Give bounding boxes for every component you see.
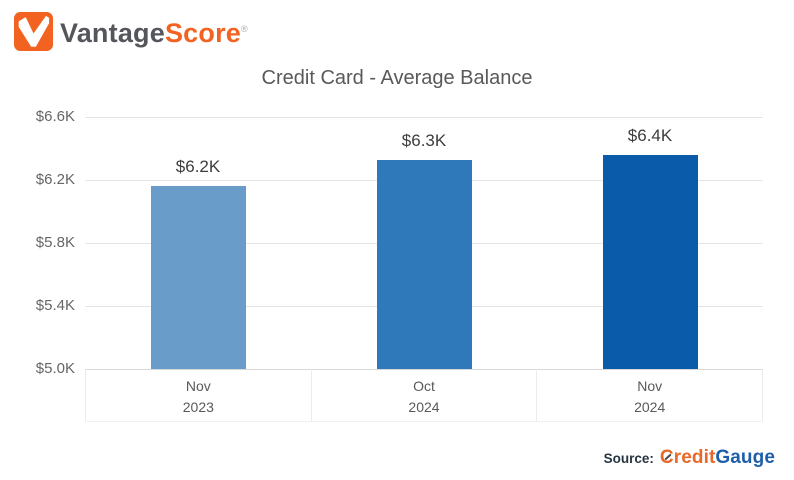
creditgauge-word-credit: Credit	[659, 447, 716, 468]
chart-title: Credit Card - Average Balance	[261, 67, 533, 89]
y-tick-label: $6.6K	[35, 108, 75, 125]
y-axis: $5.0K $5.4K $5.8K $6.2K $6.6K	[0, 108, 75, 377]
registered-trademark-symbol: ®	[241, 24, 248, 34]
source-attribution: Source: Credit Gauge	[604, 447, 775, 469]
bar-value-label-oct-2024: $6.3K	[401, 130, 447, 150]
vantagescore-check-icon	[14, 12, 53, 51]
bar-nov-2024	[602, 154, 698, 369]
vantagescore-logo: VantageScore®	[14, 10, 248, 53]
gridline-5.0	[85, 369, 763, 370]
bar-value-label-nov-2024: $6.4K	[627, 125, 673, 145]
creditgauge-word-gauge: Gauge	[715, 447, 775, 468]
bar-oct-2024	[376, 159, 472, 369]
y-tick-label: $5.8K	[35, 234, 75, 251]
x-category-month: Nov	[637, 377, 663, 394]
y-tick-label: $6.2K	[35, 171, 75, 188]
logo-word-score: Score	[164, 18, 241, 48]
x-category-month: Oct	[413, 377, 435, 394]
y-tick-label: $5.0K	[35, 360, 75, 377]
x-category-month: Nov	[185, 377, 211, 394]
x-category-year: 2024	[634, 398, 666, 415]
bar-value-label-nov-2023: $6.2K	[175, 157, 221, 177]
vantagescore-logo-text: VantageScore®	[60, 10, 248, 53]
chart-plot-area: $6.2K $6.3K $6.4K	[85, 117, 763, 370]
logo-word-vantage: Vantage	[60, 18, 165, 48]
gridline-6.6	[85, 117, 763, 118]
creditgauge-logo: Credit Gauge	[660, 447, 775, 469]
bar-nov-2023	[150, 186, 246, 369]
x-axis: Nov 2023 Oct 2024 Nov 2024	[85, 369, 763, 422]
x-category-nov-2024: Nov 2024	[536, 369, 762, 421]
x-category-oct-2024: Oct 2024	[310, 369, 537, 421]
x-category-year: 2023	[182, 398, 214, 415]
source-label: Source:	[603, 451, 654, 466]
x-category-nov-2023: Nov 2023	[86, 369, 311, 421]
x-category-year: 2024	[408, 398, 440, 415]
y-tick-label: $5.4K	[35, 297, 75, 314]
